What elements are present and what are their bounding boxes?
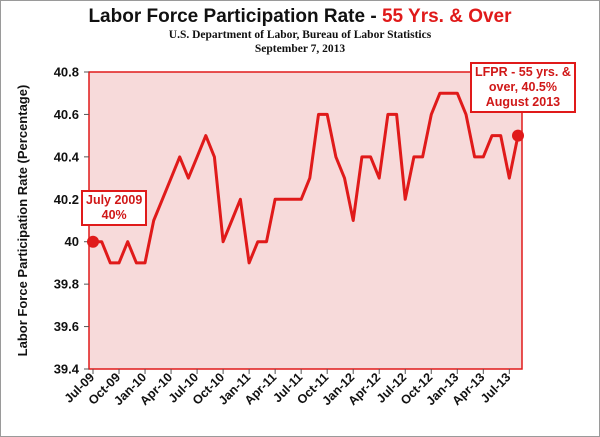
data-point-end [512,129,524,142]
y-tick-label: 39.4 [54,362,80,377]
y-tick-label: 40.2 [54,192,79,207]
callout-start: July 2009 40% [81,190,148,226]
y-tick-label: 40.6 [54,107,79,122]
y-tick-label: 40 [65,234,79,249]
chart-subtitle-1: U.S. Department of Labor, Bureau of Labo… [168,29,432,41]
chart-titles: Labor Force Participation Rate - 55 Yrs.… [0,6,600,56]
x-tick-label: Jul-13 [478,370,513,405]
callout-start-line-2: 40% [101,208,127,222]
callout-end-line-3: August 2013 [485,95,561,109]
data-point-start [87,235,99,248]
y-axis-label: Labor Force Participation Rate (Percenta… [15,85,30,357]
callout-end-line-2: over, 40.5% [488,80,557,94]
series-line [93,91,520,265]
chart-subtitle-2: September 7, 2013 [254,43,346,55]
y-tick-label: 39.8 [54,277,79,292]
y-tick-label: 40.4 [54,149,80,164]
callout-end: LFPR - 55 yrs. & over, 40.5% August 2013 [470,62,576,113]
plot-area [88,71,523,370]
y-tick-label: 39.6 [54,319,79,334]
callout-end-line-1: LFPR - 55 yrs. & [475,65,571,79]
chart-title: Labor Force Participation Rate - 55 Yrs.… [0,6,600,28]
callout-start-line-1: July 2009 [86,193,143,207]
chart-title-main: Labor Force Participation Rate - [88,6,382,27]
chart-title-highlight: 55 Yrs. & Over [381,6,512,27]
y-tick-label: 40.8 [54,65,79,80]
